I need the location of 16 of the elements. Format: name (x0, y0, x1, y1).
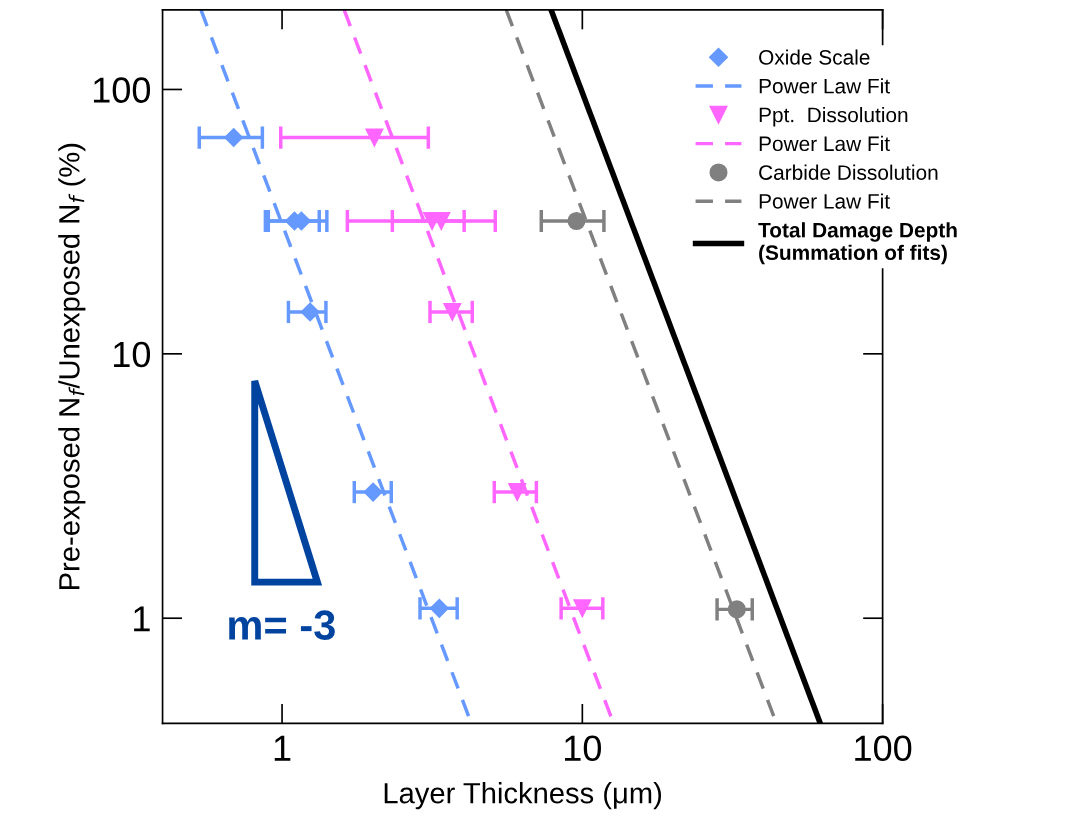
legend-label: Carbide Dissolution (759, 164, 938, 180)
legend-label: Oxide Scale (759, 49, 870, 65)
x-tick-label: 10 (565, 735, 602, 762)
x-axis-title: Layer Thickness (μm) (384, 782, 662, 810)
x-tick-label: 100 (855, 735, 912, 762)
annotation: m= -3 (229, 610, 335, 640)
legend-label: Power Law Fit (759, 135, 890, 152)
y-axis-title: Pre-exposed N$_{f}$/Unexposed N$_{f}$ (%) (58, 143, 86, 589)
legend-label: Total Damage Depth (Summation of fits) (758, 222, 957, 265)
legend-label: Ppt. Dissolution (759, 107, 908, 127)
y-tick-label: 100 (93, 77, 151, 103)
y-tick-label: 1 (134, 606, 150, 632)
y-tick-label: 10 (114, 341, 151, 368)
x-tick-label: 1 (274, 735, 291, 761)
legend-label: Power Law Fit (759, 193, 890, 209)
legend-label: Power Law Fit (759, 78, 890, 94)
